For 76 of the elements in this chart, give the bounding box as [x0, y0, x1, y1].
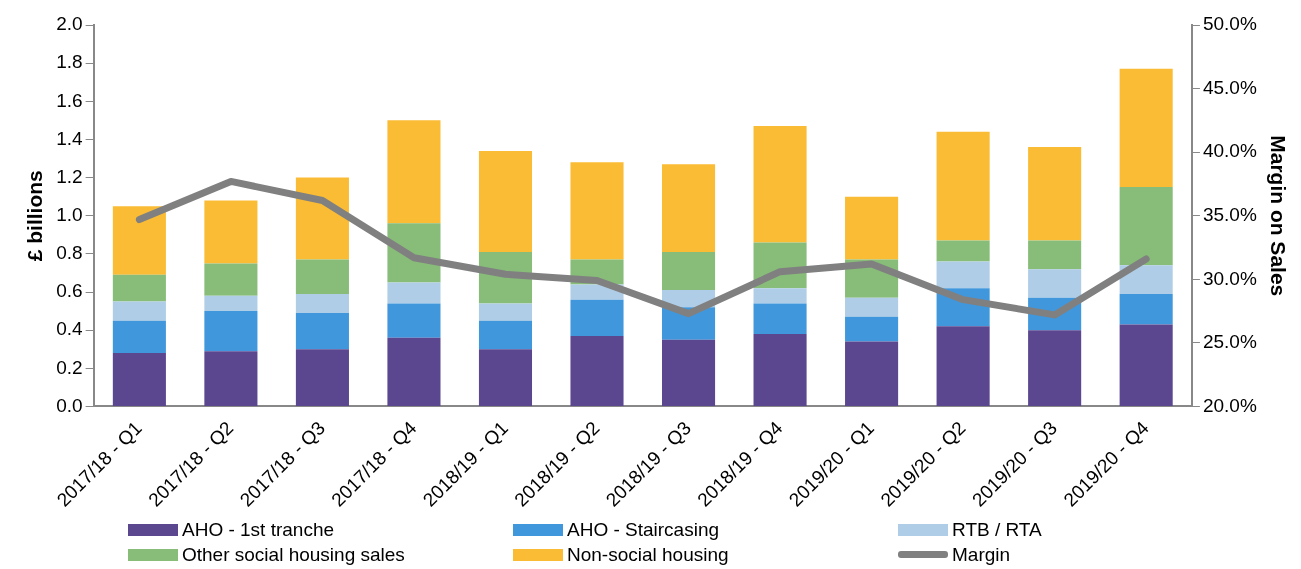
y-tick-label: 1.2 — [56, 165, 83, 187]
y-tick-label: 0.6 — [56, 280, 83, 302]
bar — [204, 200, 258, 264]
bar — [204, 351, 258, 406]
bar — [478, 349, 533, 406]
legend-label: AHO - 1st tranche — [182, 518, 335, 541]
bar — [753, 333, 807, 406]
legend-label: RTB / RTA — [952, 518, 1042, 541]
y-tick-label: 1.6 — [56, 89, 83, 111]
y-tick-label: 0.4 — [56, 318, 84, 340]
y-tick-label: 0.2 — [56, 356, 83, 378]
bar — [661, 164, 716, 252]
bar — [387, 337, 441, 406]
bar — [753, 288, 807, 304]
bar — [295, 313, 349, 350]
bar — [936, 261, 990, 289]
y-tick-label: 2.0 — [56, 13, 83, 35]
bar — [387, 303, 441, 338]
legend-label: Other social housing sales — [182, 543, 405, 566]
bar — [661, 251, 716, 291]
y2-tick-label: 20.0% — [1202, 394, 1257, 416]
bar — [661, 339, 716, 406]
bar — [1119, 293, 1173, 325]
bar — [478, 320, 533, 350]
bar — [1119, 324, 1173, 406]
bar — [295, 259, 349, 294]
bar — [936, 326, 990, 406]
bar — [204, 311, 258, 352]
y2-tick-label: 40.0% — [1202, 140, 1257, 162]
bar — [936, 240, 990, 262]
bar — [570, 299, 624, 336]
bar — [753, 303, 807, 334]
bar — [204, 295, 258, 312]
bar — [1028, 330, 1082, 406]
bar — [295, 293, 349, 313]
y2-tick-label: 30.0% — [1202, 267, 1257, 289]
y-tick-label: 1.0 — [56, 203, 83, 225]
bar — [112, 206, 166, 275]
bar — [570, 335, 624, 406]
y-tick-label: 1.4 — [56, 127, 84, 149]
bar — [387, 120, 441, 224]
legend-label: Margin — [952, 543, 1011, 566]
bar — [753, 126, 807, 243]
bar — [845, 196, 899, 260]
bar — [845, 297, 899, 317]
bar — [478, 303, 533, 321]
bar — [1028, 269, 1082, 298]
bar — [1028, 147, 1082, 241]
y-axis-title: £ billions — [23, 170, 47, 262]
bar — [845, 316, 899, 342]
bar — [387, 282, 441, 304]
legend-label: AHO - Staircasing — [567, 518, 720, 541]
bar — [1119, 68, 1173, 188]
y-tick-label: 1.8 — [56, 51, 83, 73]
y2-tick-label: 35.0% — [1202, 203, 1257, 225]
y2-tick-label: 45.0% — [1202, 76, 1257, 98]
bar — [204, 263, 258, 296]
bar — [570, 162, 624, 260]
bar — [936, 131, 990, 241]
bar — [295, 349, 349, 406]
bar — [1119, 187, 1173, 266]
bar — [295, 177, 349, 260]
bar — [112, 274, 166, 302]
y2-tick-label: 25.0% — [1202, 331, 1257, 353]
bar — [112, 320, 166, 354]
bar — [112, 301, 166, 321]
bar — [478, 150, 533, 252]
y-tick-label: 0.0 — [56, 394, 83, 416]
y-tick-label: 0.8 — [56, 242, 83, 264]
bar — [845, 341, 899, 406]
y2-tick-label: 50.0% — [1202, 13, 1257, 35]
y2-axis-title: Margin on Sales — [1266, 135, 1290, 297]
bar — [112, 353, 166, 406]
bar — [1119, 265, 1173, 294]
bar — [1028, 240, 1082, 270]
legend-label: Non-social housing — [567, 543, 729, 566]
